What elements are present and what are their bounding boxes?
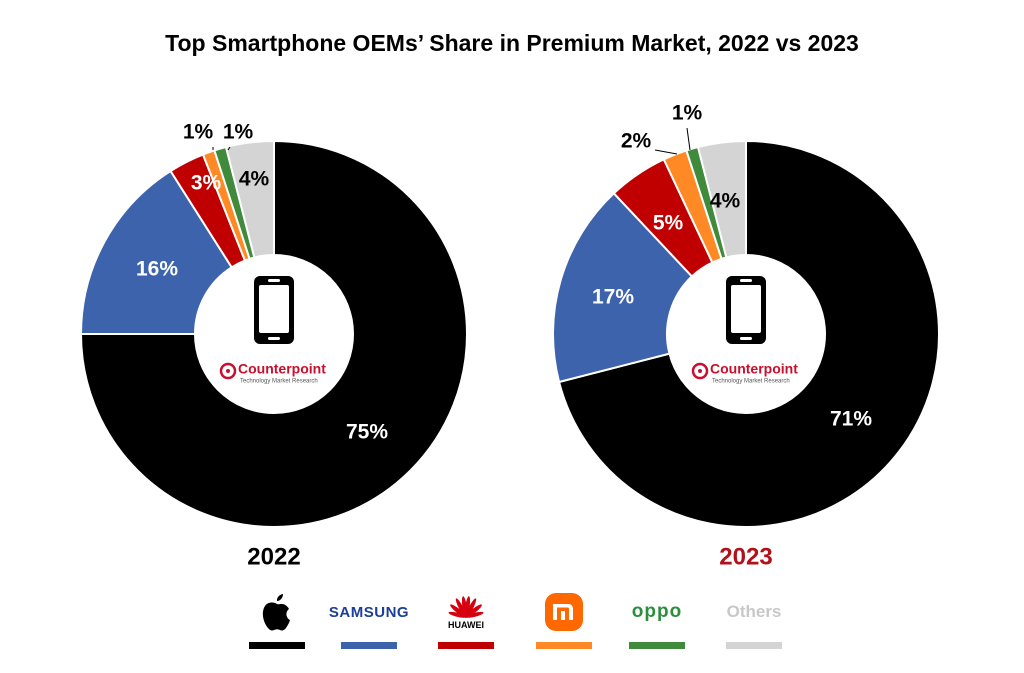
data-label-xiaomi-2023: 2% (621, 130, 652, 153)
data-label-huawei-2022: 3% (191, 172, 222, 195)
counterpoint-logo-tagline: Technology Market Research (240, 379, 318, 385)
legend-item-samsung: SAMSUNG (329, 592, 409, 652)
counterpoint-logo: Counterpoint Technology Market Research (219, 361, 326, 385)
leader-line-oppo-2022 (227, 146, 231, 151)
legend-swatch-others (726, 642, 782, 649)
chart-title: Top Smartphone OEMs’ Share in Premium Ma… (165, 30, 859, 56)
legend-item-others: Others (714, 592, 794, 652)
donut-chart-2022: 75% 16% 3% 1% 1% 4% Counterpoint Technology Mar… (79, 121, 468, 570)
data-label-samsung-2022: 16% (136, 258, 178, 281)
others-text: Others (726, 602, 782, 621)
samsung-logo-text: SAMSUNG (328, 603, 410, 621)
donut-chart-2023: 71% 17% 5% 2% 1% 4% Counterpoint Technology Mar… (552, 102, 940, 570)
legend-swatch-xiaomi (536, 642, 592, 649)
legend-item-apple (237, 592, 317, 652)
counterpoint-logo-tagline: Technology Market Research (712, 379, 790, 385)
legend-swatch-huawei (438, 642, 494, 649)
apple-logo-icon (237, 592, 317, 632)
year-label-2022: 2022 (247, 543, 300, 570)
counterpoint-logo-name: Counterpoint (710, 361, 798, 377)
data-label-oppo-2023: 1% (672, 102, 703, 125)
others-label: Others (714, 592, 794, 632)
legend-item-xiaomi (524, 592, 604, 652)
legend-swatch-apple (249, 642, 305, 649)
legend-item-huawei: HUAWEI (426, 592, 506, 652)
legend-swatch-oppo (629, 642, 685, 649)
data-label-others-2022: 4% (239, 168, 270, 191)
data-label-others-2023: 4% (710, 190, 741, 213)
counterpoint-logo-icon (691, 362, 709, 380)
phone-icon (254, 276, 294, 344)
data-label-xiaomi-2022: 1% (183, 121, 214, 144)
huawei-logo-icon: HUAWEI (426, 592, 506, 632)
data-label-apple-2022: 75% (346, 421, 388, 444)
leader-line-oppo-2023 (686, 127, 691, 151)
data-label-apple-2023: 71% (830, 408, 872, 431)
legend-swatch-samsung (341, 642, 397, 649)
huawei-logo-text: HUAWEI (448, 619, 484, 630)
xiaomi-logo-icon (524, 592, 604, 632)
oppo-logo-icon: oppo (617, 592, 697, 632)
data-label-oppo-2022: 1% (223, 121, 254, 144)
counterpoint-logo-name: Counterpoint (238, 361, 326, 377)
year-label-2023: 2023 (719, 543, 772, 570)
counterpoint-logo-icon (219, 362, 237, 380)
legend-item-oppo: oppo (617, 592, 697, 652)
phone-icon (726, 276, 766, 344)
oppo-logo-text: oppo (631, 601, 683, 622)
data-label-samsung-2023: 17% (592, 286, 634, 309)
data-label-huawei-2023: 5% (653, 212, 684, 235)
leader-line-xiaomi-2023 (654, 149, 678, 155)
counterpoint-logo: Counterpoint Technology Market Research (691, 361, 798, 385)
samsung-logo-icon: SAMSUNG (329, 592, 409, 632)
